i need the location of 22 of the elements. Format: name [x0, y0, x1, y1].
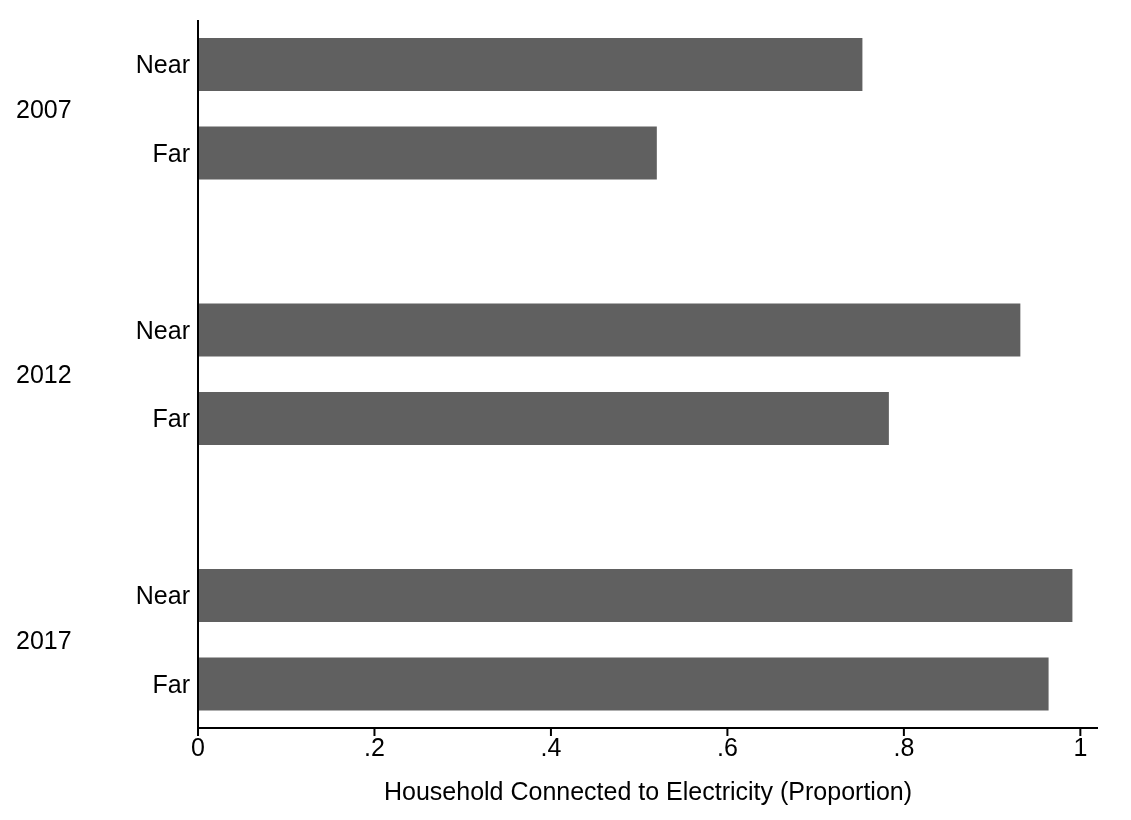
bar [198, 392, 889, 446]
y-tick-label: Far [152, 138, 190, 167]
x-axis-title: Household Connected to Electricity (Proportion) [383, 777, 913, 805]
y-tick-label: Near [135, 581, 190, 610]
x-tick-label: 0 [191, 732, 205, 761]
bar [198, 126, 657, 180]
x-tick-label: 1 [1073, 732, 1088, 761]
y-tick-label: Near [135, 50, 190, 79]
x-tick-label: .8 [893, 732, 915, 761]
text: 2012 [16, 359, 72, 389]
bar [198, 38, 863, 92]
text: 2017 [16, 624, 72, 655]
bar [198, 569, 1073, 623]
text: 2007 [16, 93, 72, 124]
bar [198, 657, 1049, 711]
y-tick-label: Far [152, 669, 190, 698]
y-tick-label: Near [135, 315, 190, 344]
bar [198, 303, 1021, 357]
x-tick-label: .6 [716, 732, 738, 761]
y-tick-label: Far [152, 404, 190, 433]
x-tick-label: .2 [364, 732, 385, 761]
x-tick-label: .4 [540, 732, 562, 761]
